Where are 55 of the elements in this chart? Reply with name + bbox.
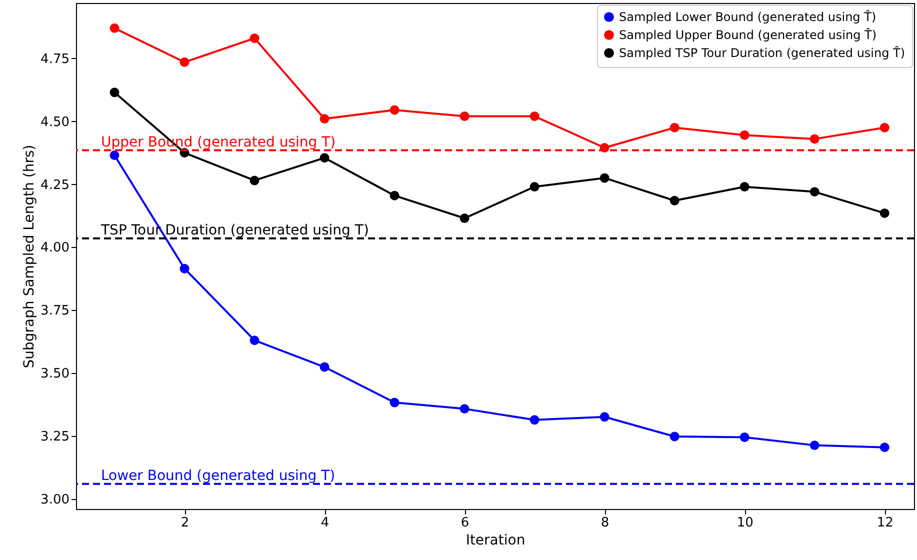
point xyxy=(250,176,260,186)
point xyxy=(740,130,750,140)
x-tick-label: 10 xyxy=(736,516,754,530)
x-axis-title: Iteration xyxy=(466,532,526,548)
point xyxy=(670,196,680,206)
point xyxy=(600,173,610,183)
point xyxy=(880,442,890,452)
y-tick-label: 3.25 xyxy=(40,429,70,444)
y-axis-title: Subgraph Sampled Length (hrs) xyxy=(22,144,38,368)
point xyxy=(320,362,330,372)
point xyxy=(530,182,540,192)
point xyxy=(810,187,820,197)
ref-line-label: Lower Bound (generated using T) xyxy=(101,468,336,484)
x-tick-label: 6 xyxy=(460,516,470,530)
y-tick-label: 4.25 xyxy=(40,178,70,193)
y-tick-label: 4.50 xyxy=(40,114,70,130)
x-tick-label: 4 xyxy=(320,516,330,530)
point xyxy=(250,336,260,346)
y-tick-label: 3.75 xyxy=(40,304,70,319)
legend-label: Sampled TSP Tour Duration (generated using T̂) xyxy=(619,46,906,60)
point xyxy=(110,23,120,33)
point xyxy=(740,432,750,442)
y-tick-label: 4.75 xyxy=(40,52,70,67)
point xyxy=(460,112,470,122)
x-tick-label: 8 xyxy=(600,516,610,530)
point xyxy=(390,398,400,408)
x-tick-label: 12 xyxy=(876,516,894,530)
point xyxy=(740,182,750,192)
point xyxy=(810,134,820,144)
point xyxy=(600,412,610,422)
point xyxy=(250,34,260,43)
point xyxy=(460,404,470,414)
y-tick-label: 4.00 xyxy=(40,240,70,256)
ref-line-label: TSP Tour Duration (generated using T) xyxy=(100,222,369,238)
point xyxy=(670,432,680,442)
point xyxy=(320,114,330,124)
point xyxy=(810,440,820,450)
point xyxy=(530,112,540,122)
point xyxy=(110,88,120,98)
point xyxy=(460,214,470,223)
point xyxy=(180,264,190,274)
y-tick-label: 3.00 xyxy=(40,492,70,508)
point xyxy=(320,153,330,163)
point xyxy=(880,122,890,132)
point xyxy=(390,105,400,115)
point xyxy=(180,57,190,67)
legend-label: Sampled Upper Bound (generated using T̂) xyxy=(619,28,877,42)
point xyxy=(670,122,680,132)
point xyxy=(880,208,890,218)
y-tick-label: 3.50 xyxy=(40,366,70,382)
point xyxy=(390,190,400,200)
point xyxy=(530,415,540,425)
x-tick-label: 2 xyxy=(180,516,190,530)
point xyxy=(110,150,120,160)
legend-label: Sampled Lower Bound (generated using T̂) xyxy=(619,10,876,24)
